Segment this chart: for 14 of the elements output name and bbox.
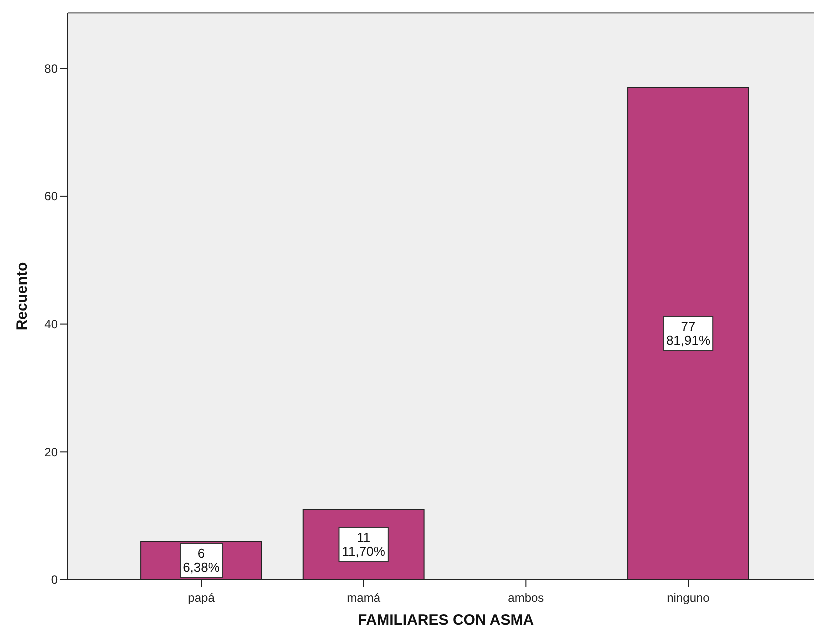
- x-axis-title: FAMILIARES CON ASMA: [358, 612, 534, 629]
- y-tick-label: 40: [44, 318, 58, 332]
- y-tick-label: 60: [44, 190, 58, 204]
- y-tick-label: 0: [51, 573, 58, 588]
- data-label: 6 6,38%: [183, 546, 220, 575]
- x-tick-label: ninguno: [667, 591, 710, 605]
- x-tick-label: mamá: [347, 591, 381, 605]
- y-tick-label: 20: [44, 445, 58, 460]
- data-label: 11 11,70%: [342, 530, 386, 559]
- y-axis-title: Recuento: [14, 262, 31, 331]
- data-label: 77 81,91%: [666, 318, 711, 348]
- x-tick-label: ambos: [508, 591, 544, 605]
- y-tick-label: 80: [44, 62, 58, 76]
- x-tick-label: papá: [188, 591, 216, 605]
